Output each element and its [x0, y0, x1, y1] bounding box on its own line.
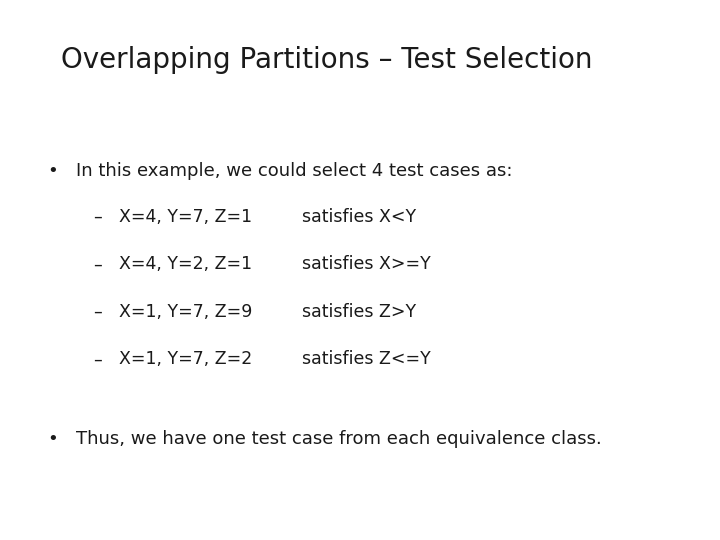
Text: satisfies X<Y: satisfies X<Y	[302, 208, 417, 226]
Text: –: –	[94, 208, 102, 226]
Text: –: –	[94, 303, 102, 321]
Text: •: •	[47, 162, 58, 180]
Text: –: –	[94, 350, 102, 368]
Text: In this example, we could select 4 test cases as:: In this example, we could select 4 test …	[76, 162, 512, 180]
Text: Overlapping Partitions – Test Selection: Overlapping Partitions – Test Selection	[61, 46, 593, 74]
Text: X=4, Y=2, Z=1: X=4, Y=2, Z=1	[119, 255, 252, 273]
Text: –: –	[94, 255, 102, 273]
Text: X=1, Y=7, Z=2: X=1, Y=7, Z=2	[119, 350, 252, 368]
Text: X=1, Y=7, Z=9: X=1, Y=7, Z=9	[119, 303, 252, 321]
Text: satisfies Z<=Y: satisfies Z<=Y	[302, 350, 431, 368]
Text: Thus, we have one test case from each equivalence class.: Thus, we have one test case from each eq…	[76, 430, 601, 448]
Text: satisfies Z>Y: satisfies Z>Y	[302, 303, 417, 321]
Text: X=4, Y=7, Z=1: X=4, Y=7, Z=1	[119, 208, 252, 226]
Text: satisfies X>=Y: satisfies X>=Y	[302, 255, 431, 273]
Text: •: •	[47, 430, 58, 448]
